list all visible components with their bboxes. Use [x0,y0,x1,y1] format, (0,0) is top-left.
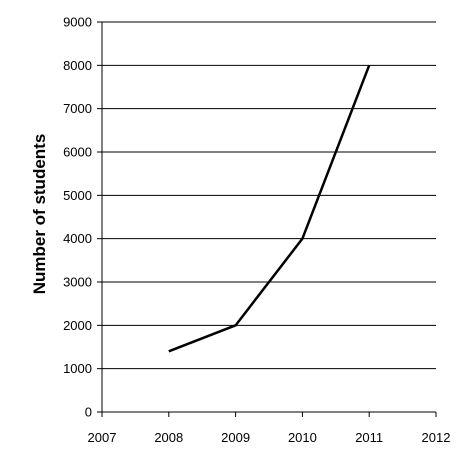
x-tick-label: 2011 [355,430,383,445]
y-tick-label: 5000 [63,188,92,203]
x-tick-label: 2012 [422,430,451,445]
x-tick-labels: 2007 2008 2009 2010 2011 2012 [88,430,451,445]
y-tick-label: 7000 [63,101,92,116]
axis-ticks [97,21,437,417]
x-tick-label: 2007 [88,430,117,445]
series-line [168,64,371,353]
y-tick-label: 9000 [63,15,92,30]
x-tick-label: 2008 [154,430,183,445]
y-tick-label: 3000 [63,275,92,290]
y-tick-label: 6000 [63,145,92,160]
y-tick-label: 4000 [63,231,92,246]
y-tick-label: 2000 [63,318,92,333]
y-tick-labels: 0 1000 2000 3000 4000 5000 6000 7000 8000 9000 [63,15,92,420]
y-tick-label: 0 [85,405,92,420]
y-tick-label: 1000 [63,361,92,376]
y-tick-label: 8000 [63,58,92,73]
x-tick-label: 2010 [288,430,317,445]
series-group [168,64,371,353]
y-axis-title: Number of students [30,134,49,295]
gridlines [102,21,436,370]
x-tick-label: 2009 [221,430,250,445]
